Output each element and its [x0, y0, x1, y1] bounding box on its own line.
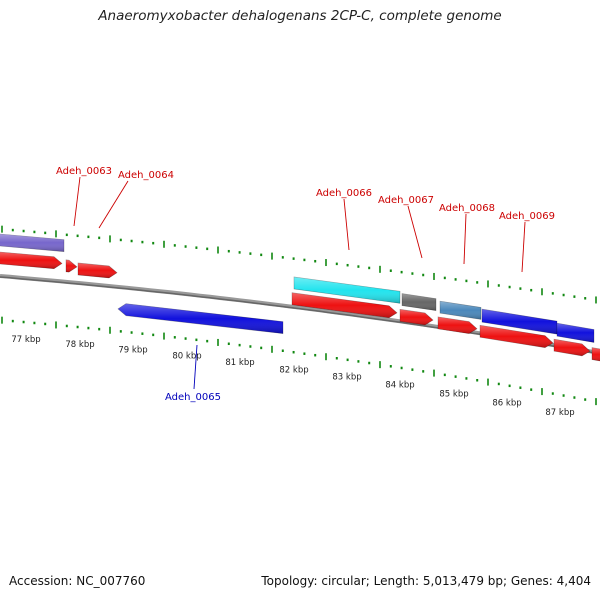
category-band-shading — [557, 323, 594, 343]
scale-label: 80 kbp — [172, 352, 201, 362]
scale-label: 83 kbp — [332, 373, 361, 383]
label-leader-line — [193, 344, 198, 390]
scale-label: 87 kbp — [545, 408, 574, 418]
forward-cds-shading — [292, 292, 397, 318]
reverse-cds-shading — [118, 303, 283, 334]
scale-ticks: 77 kbp 78 kbp 79 kbp 80 kbp 81 kbp 82 kbp 83 k… — [1, 316, 597, 418]
label-leader-line — [98, 180, 129, 229]
forward-cds-shading — [554, 339, 590, 356]
scale-label: 84 kbp — [385, 381, 414, 391]
forward-cds-shading — [78, 262, 117, 278]
label-leader-line — [407, 205, 423, 259]
category-band-shading — [0, 234, 64, 252]
category-band-shading — [482, 309, 557, 335]
gene-label: Adeh_0066 — [316, 188, 372, 199]
scale-label: 77 kbp — [11, 335, 40, 345]
scale-label: 79 kbp — [118, 346, 147, 356]
feature-track — [0, 233, 600, 362]
label-leader-line — [343, 198, 350, 251]
label-leader-line — [521, 221, 526, 273]
outer-ticks — [1, 225, 597, 304]
gene-label: Adeh_0067 — [378, 195, 434, 206]
map-title: Anaeromyxobacter dehalogenans 2CP-C, com… — [98, 8, 502, 24]
category-band-shading — [440, 301, 481, 320]
accession-text: Accession: NC_007760 — [9, 574, 146, 588]
scale-label: 81 kbp — [225, 358, 254, 368]
label-leader-line — [463, 213, 467, 265]
genome-stats: Topology: circular; Length: 5,013,479 bp… — [261, 574, 591, 588]
scale-label: 86 kbp — [492, 398, 521, 408]
forward-cds-shading — [66, 259, 77, 273]
forward-cds-shading — [480, 325, 553, 348]
gene-label: Adeh_0068 — [439, 203, 495, 214]
scale-label: 82 kbp — [279, 365, 308, 375]
gene-label: Adeh_0063 — [56, 166, 112, 177]
scale-label: 85 kbp — [439, 389, 468, 399]
forward-cds-shading — [592, 347, 600, 361]
gene-label: Adeh_0064 — [118, 170, 174, 181]
forward-cds-shading — [438, 316, 477, 334]
gene-labels: Adeh_0063 Adeh_0064 Adeh_0066 Adeh_0067 Adeh… — [56, 166, 555, 403]
label-leader-line — [73, 176, 81, 227]
scale-label: 78 kbp — [65, 340, 94, 350]
forward-cds-shading — [0, 252, 62, 269]
category-band-shading — [402, 293, 436, 311]
category-band-shading — [294, 276, 400, 304]
gene-label: Adeh_0069 — [499, 211, 555, 222]
forward-cds-shading — [400, 309, 433, 325]
gene-label: Adeh_0065 — [165, 392, 221, 403]
